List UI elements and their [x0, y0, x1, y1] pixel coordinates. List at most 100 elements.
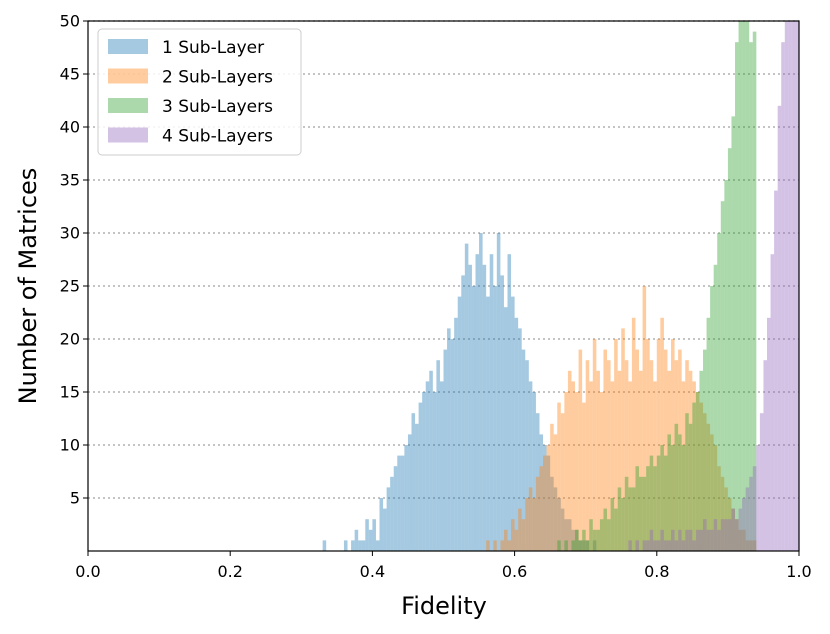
- histogram-bar: [614, 508, 618, 551]
- histogram-bar: [493, 540, 497, 551]
- histogram-bar: [379, 498, 384, 551]
- histogram-bar: [578, 540, 583, 551]
- histogram-bar: [535, 413, 540, 551]
- histogram-bar: [500, 275, 504, 551]
- y-tick-label: 15: [60, 383, 80, 402]
- histogram-bar: [688, 529, 693, 551]
- histogram-bar: [543, 455, 547, 551]
- histogram-bar: [439, 381, 444, 551]
- histogram-bar: [631, 487, 636, 551]
- histogram-bar: [560, 413, 565, 551]
- histogram-bar: [532, 392, 536, 551]
- histogram-bar: [660, 445, 664, 551]
- histogram-bar: [557, 402, 561, 551]
- histogram-bar: [603, 349, 608, 551]
- histogram-bar: [646, 540, 650, 551]
- histogram-bar: [571, 381, 576, 551]
- histogram-bar: [503, 529, 508, 551]
- histogram-bar: [710, 434, 714, 551]
- histogram-bar: [731, 116, 736, 552]
- histogram-bar: [567, 370, 572, 551]
- histogram-bar: [393, 466, 398, 551]
- histogram-bar: [649, 455, 654, 551]
- histogram-bar: [667, 434, 672, 551]
- histogram-bar: [575, 529, 579, 551]
- histogram-bar: [685, 360, 689, 551]
- histogram-bar: [493, 286, 497, 551]
- histogram-bar: [386, 487, 391, 551]
- plot-frame: [87, 20, 800, 552]
- histogram-bar: [564, 392, 568, 551]
- histogram-bar: [564, 519, 568, 551]
- histogram-bar: [649, 360, 654, 551]
- histogram-bar: [642, 476, 647, 551]
- histogram-bar: [635, 466, 640, 551]
- histogram-bar: [692, 381, 696, 551]
- histogram-bar: [322, 540, 327, 551]
- histogram-bar: [447, 328, 451, 551]
- histogram-bar: [710, 529, 714, 551]
- histogram-bar: [425, 381, 430, 551]
- histogram-bar: [717, 466, 721, 551]
- x-tick-label: 1.0: [786, 562, 811, 581]
- histogram-bar: [571, 529, 576, 551]
- histogram-bar: [738, 508, 743, 551]
- histogram-bars: [322, 21, 799, 552]
- histogram-bar: [610, 381, 615, 551]
- y-tick-label: 35: [60, 171, 80, 190]
- histogram-bar: [706, 423, 711, 551]
- histogram-bar: [503, 307, 508, 551]
- histogram-bar: [720, 519, 725, 551]
- histogram-bar: [749, 476, 753, 551]
- histogram-bar: [635, 349, 640, 551]
- histogram-bar: [628, 487, 632, 551]
- y-tick-label: 45: [60, 65, 80, 84]
- histogram-bar: [663, 455, 668, 551]
- histogram-bar: [720, 476, 725, 551]
- histogram-bar: [742, 21, 746, 551]
- histogram-bar: [486, 540, 490, 551]
- histogram-bar: [763, 360, 768, 551]
- histogram-bar: [735, 519, 739, 551]
- histogram-bar: [592, 339, 597, 551]
- histogram-bar: [372, 519, 376, 551]
- histogram-bar: [656, 455, 661, 551]
- histogram-bar: [742, 498, 746, 551]
- histogram-bar: [646, 466, 650, 551]
- histogram-bar: [742, 529, 746, 551]
- histogram-bar: [713, 264, 718, 551]
- histogram-bar: [738, 21, 743, 551]
- y-tick-label: 30: [60, 224, 80, 243]
- histogram-bar: [656, 540, 661, 551]
- histogram-bar: [628, 381, 632, 551]
- histogram-bar: [471, 286, 476, 551]
- histogram-bar: [596, 370, 600, 551]
- histogram-bar: [678, 349, 682, 551]
- histogram-bar: [365, 519, 369, 551]
- histogram-bar: [695, 392, 700, 551]
- histogram-bar: [599, 519, 604, 551]
- histogram-bar: [525, 498, 529, 551]
- histogram-bar: [621, 328, 625, 551]
- histogram-bar: [582, 529, 586, 551]
- histogram-bar: [713, 519, 718, 551]
- histogram-bar: [407, 434, 412, 551]
- histogram-bar: [717, 233, 721, 551]
- histogram-bar: [500, 540, 504, 551]
- histogram-bar: [404, 445, 408, 551]
- y-tick-label: 40: [60, 118, 80, 137]
- histogram-bar: [692, 402, 696, 551]
- histogram-bar: [546, 455, 551, 551]
- series-1-bars: [322, 233, 597, 551]
- x-tick-label: 0.6: [502, 562, 527, 581]
- histogram-bar: [681, 445, 686, 551]
- histogram-bar: [674, 423, 679, 551]
- histogram-bar: [511, 296, 515, 551]
- histogram-bar: [674, 360, 679, 551]
- histogram-bar: [343, 540, 348, 551]
- histogram-bar: [607, 519, 611, 551]
- histogram-bar: [511, 519, 515, 551]
- y-tick-label: 25: [60, 277, 80, 296]
- histogram-bar: [745, 540, 750, 551]
- histogram-bar: [400, 455, 405, 551]
